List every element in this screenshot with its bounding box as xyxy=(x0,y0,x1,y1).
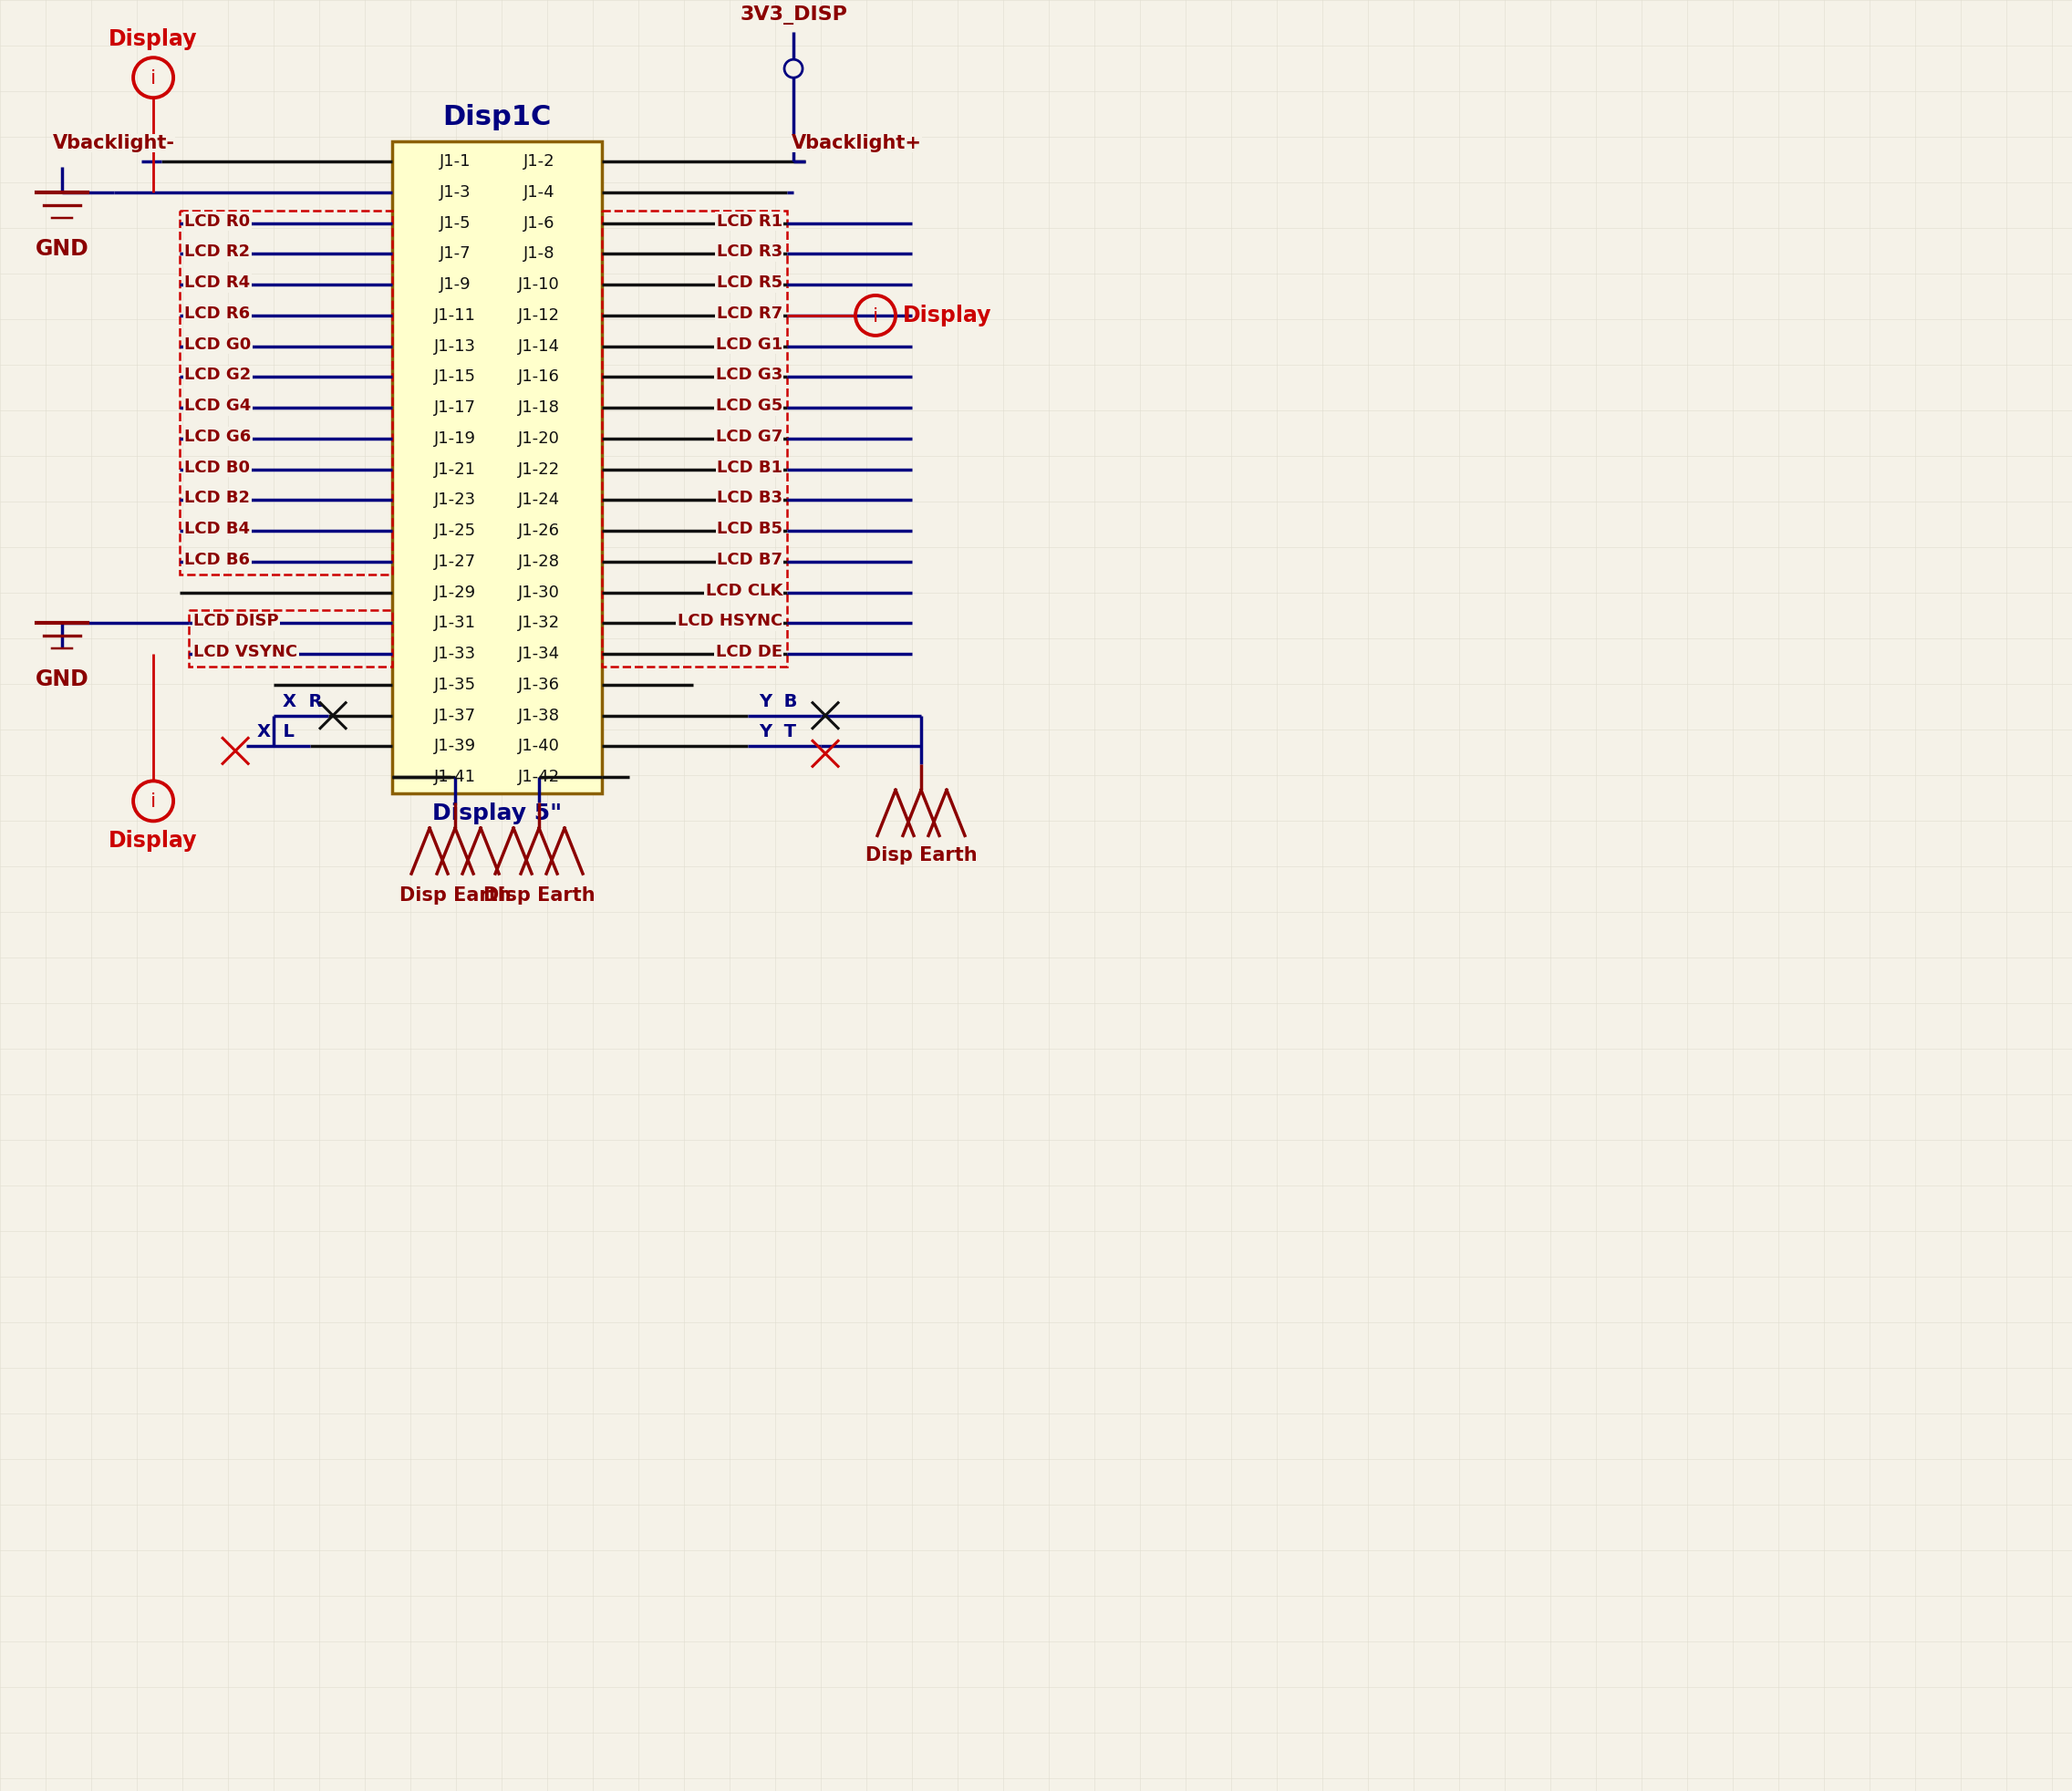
Text: J1-14: J1-14 xyxy=(518,338,559,355)
Text: J1-38: J1-38 xyxy=(518,707,559,724)
Text: Display: Display xyxy=(110,29,197,50)
Text: J1-23: J1-23 xyxy=(435,493,477,509)
Text: Y  T: Y T xyxy=(758,724,796,741)
Text: J1-24: J1-24 xyxy=(518,493,559,509)
Text: LCD R7: LCD R7 xyxy=(717,306,783,322)
Text: LCD DE: LCD DE xyxy=(715,645,783,661)
Text: J1-36: J1-36 xyxy=(518,677,559,693)
Text: J1-5: J1-5 xyxy=(439,215,470,231)
Text: J1-9: J1-9 xyxy=(439,276,470,294)
Text: Disp1C: Disp1C xyxy=(443,104,551,131)
Text: J1-41: J1-41 xyxy=(435,768,477,784)
Text: LCD R0: LCD R0 xyxy=(184,213,251,229)
Text: LCD R2: LCD R2 xyxy=(184,244,251,260)
Text: J1-29: J1-29 xyxy=(435,584,477,600)
Text: LCD R3: LCD R3 xyxy=(717,244,783,260)
Text: J1-33: J1-33 xyxy=(435,647,477,663)
Text: LCD G3: LCD G3 xyxy=(715,367,783,383)
Text: J1-17: J1-17 xyxy=(435,399,477,416)
Text: LCD G7: LCD G7 xyxy=(715,428,783,444)
Text: J1-28: J1-28 xyxy=(518,553,559,570)
Text: J1-2: J1-2 xyxy=(524,154,555,170)
Text: J1-12: J1-12 xyxy=(518,308,559,324)
Text: LCD G6: LCD G6 xyxy=(184,428,251,444)
Text: J1-3: J1-3 xyxy=(439,184,470,201)
Text: J1-22: J1-22 xyxy=(518,460,559,478)
Text: J1-26: J1-26 xyxy=(518,523,559,539)
Text: LCD B7: LCD B7 xyxy=(717,552,783,568)
Text: J1-39: J1-39 xyxy=(435,738,477,754)
Text: LCD B1: LCD B1 xyxy=(717,458,783,476)
Text: J1-32: J1-32 xyxy=(518,614,559,632)
Text: J1-4: J1-4 xyxy=(524,184,555,201)
Text: J1-7: J1-7 xyxy=(439,245,470,261)
Text: Display 5": Display 5" xyxy=(433,802,562,824)
Text: LCD B2: LCD B2 xyxy=(184,491,251,507)
Text: GND: GND xyxy=(35,238,89,260)
Text: LCD CLK: LCD CLK xyxy=(707,582,783,598)
Text: GND: GND xyxy=(35,668,89,691)
Text: J1-10: J1-10 xyxy=(518,276,559,294)
Text: i: i xyxy=(872,308,879,326)
Text: J1-11: J1-11 xyxy=(435,308,477,324)
Text: J1-34: J1-34 xyxy=(518,647,559,663)
Text: J1-1: J1-1 xyxy=(439,154,470,170)
Text: Y  B: Y B xyxy=(758,693,798,709)
Text: J1-21: J1-21 xyxy=(435,460,477,478)
Text: LCD G4: LCD G4 xyxy=(184,398,251,414)
Text: LCD B3: LCD B3 xyxy=(717,491,783,507)
Text: LCD HSYNC: LCD HSYNC xyxy=(678,613,783,630)
Text: LCD B0: LCD B0 xyxy=(184,458,251,476)
Text: J1-37: J1-37 xyxy=(435,707,477,724)
Text: J1-31: J1-31 xyxy=(435,614,477,632)
Text: Display: Display xyxy=(110,831,197,853)
Text: J1-25: J1-25 xyxy=(435,523,477,539)
Text: LCD B5: LCD B5 xyxy=(717,521,783,537)
Text: LCD R6: LCD R6 xyxy=(184,306,251,322)
Text: LCD VSYNC: LCD VSYNC xyxy=(193,645,298,661)
Text: J1-6: J1-6 xyxy=(524,215,555,231)
Text: LCD B4: LCD B4 xyxy=(184,521,251,537)
Text: 3V3_DISP: 3V3_DISP xyxy=(740,5,847,25)
Text: J1-18: J1-18 xyxy=(518,399,559,416)
Text: J1-20: J1-20 xyxy=(518,430,559,446)
Text: Display: Display xyxy=(903,304,992,326)
Bar xyxy=(189,611,392,666)
Text: J1-30: J1-30 xyxy=(518,584,559,600)
Text: X  L: X L xyxy=(257,724,294,741)
Text: LCD G5: LCD G5 xyxy=(715,398,783,414)
Text: i: i xyxy=(151,70,155,88)
Text: J1-42: J1-42 xyxy=(518,768,559,784)
Text: i: i xyxy=(151,793,155,811)
Text: J1-16: J1-16 xyxy=(518,369,559,385)
Text: J1-19: J1-19 xyxy=(435,430,477,446)
Text: Vbacklight-: Vbacklight- xyxy=(54,134,176,152)
FancyBboxPatch shape xyxy=(392,141,603,793)
Text: J1-35: J1-35 xyxy=(435,677,477,693)
Text: J1-27: J1-27 xyxy=(435,553,477,570)
Text: J1-8: J1-8 xyxy=(524,245,555,261)
Text: LCD R4: LCD R4 xyxy=(184,274,251,292)
Text: LCD B6: LCD B6 xyxy=(184,552,251,568)
Text: J1-15: J1-15 xyxy=(435,369,477,385)
Text: Disp Earth: Disp Earth xyxy=(866,847,978,865)
Text: LCD DISP: LCD DISP xyxy=(193,613,280,630)
Text: LCD G2: LCD G2 xyxy=(184,367,251,383)
Text: Disp Earth: Disp Earth xyxy=(400,887,512,904)
Bar xyxy=(603,210,787,666)
Text: LCD R1: LCD R1 xyxy=(717,213,783,229)
Text: J1-13: J1-13 xyxy=(435,338,477,355)
Text: Disp Earth: Disp Earth xyxy=(483,887,595,904)
Text: J1-40: J1-40 xyxy=(518,738,559,754)
Text: Vbacklight+: Vbacklight+ xyxy=(792,134,922,152)
Text: LCD G0: LCD G0 xyxy=(184,337,251,353)
Bar xyxy=(180,210,392,575)
Text: X  R: X R xyxy=(282,693,323,709)
Text: LCD G1: LCD G1 xyxy=(715,337,783,353)
Text: LCD R5: LCD R5 xyxy=(717,274,783,292)
